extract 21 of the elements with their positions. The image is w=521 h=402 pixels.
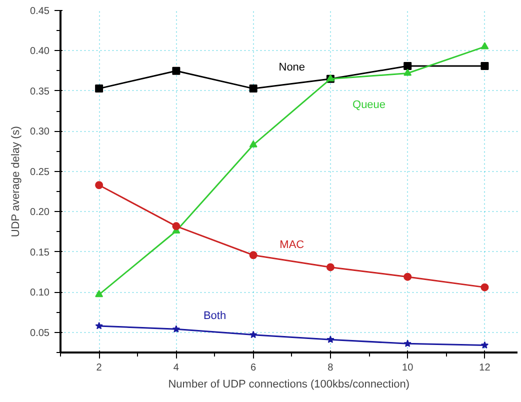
y-tick-label: 0.45 (30, 6, 50, 17)
x-tick-label: 8 (328, 362, 334, 374)
x-tick-label: 4 (173, 362, 180, 374)
x-axis-title: Number of UDP connections (100kbs/connection) (168, 378, 410, 390)
series-label: Queue (352, 99, 386, 112)
y-axis-title: UDP average delay (s) (10, 126, 22, 238)
y-tick-label: 0.25 (30, 166, 50, 178)
y-tick-label: 0.20 (30, 207, 50, 218)
x-tick-label: 2 (96, 362, 102, 374)
x-tick-label: 12 (479, 362, 491, 374)
series-label: MAC (280, 239, 304, 252)
x-tick-label: 6 (250, 362, 257, 374)
y-tick-label: 0.05 (30, 328, 50, 339)
y-tick-label: 0.10 (30, 288, 50, 299)
y-tick-label: 0.30 (30, 126, 50, 138)
series-label: None (278, 62, 306, 74)
y-tick-label: 0.35 (30, 86, 50, 98)
y-tick-label: 0.15 (30, 247, 50, 258)
x-tick-label: 10 (402, 362, 414, 374)
y-tick-label: 0.40 (30, 46, 50, 58)
series-label: Both (203, 310, 226, 322)
